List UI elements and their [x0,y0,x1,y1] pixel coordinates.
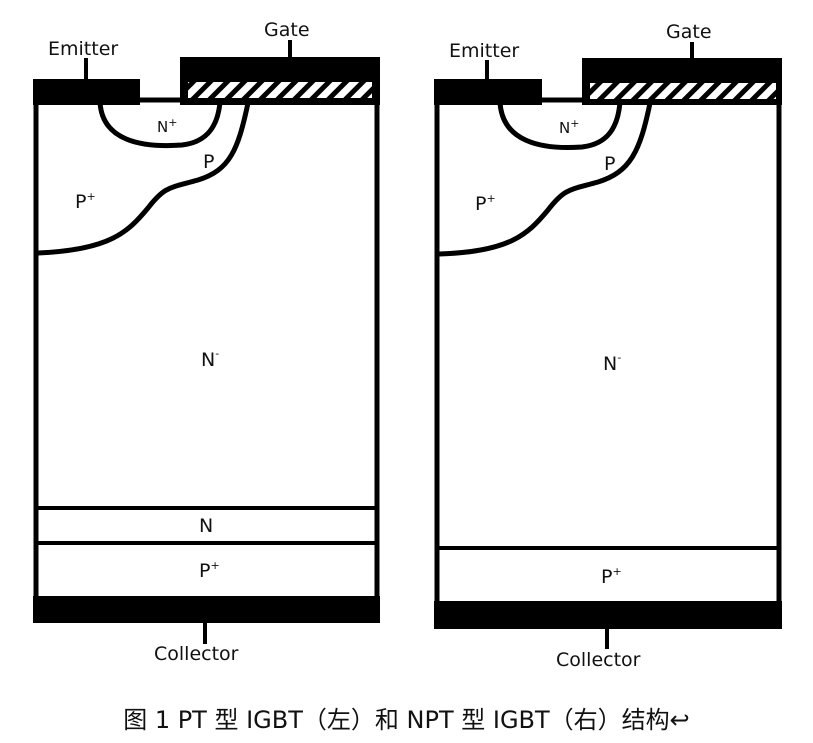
left-p-plus-bottom-label: P+ [199,559,220,582]
right-collector-label: Collector [556,649,641,671]
right-p-plus-label: P+ [475,192,496,215]
left-n-minus-label: N- [201,347,219,371]
left-emitter-metal [33,79,140,105]
left-device-body [33,97,380,623]
right-collector-metal [434,601,782,629]
right-gate-label: Gate [666,21,712,43]
left-gate-label: Gate [264,19,310,41]
right-device-body [434,97,782,628]
left-collector-label: Collector [154,643,239,665]
left-n-buffer-label: N [199,515,213,537]
left-n-plus-label: N+ [157,116,177,136]
right-p-label: P [604,153,615,175]
figure-caption: 图 1 PT 型 IGBT（左）和 NPT 型 IGBT（右）结构↩ [123,706,690,734]
right-n-plus-boundary [497,101,623,151]
left-p-well-boundary [37,102,251,256]
right-emitter-label: Emitter [449,40,519,62]
right-gate-oxide [590,83,776,99]
left-p-plus-label: P+ [75,190,96,213]
left-collector-metal [33,596,380,623]
pt-igbt-structure: Emitter Gate N+ P P+ N- N P+ Collector [33,19,380,665]
left-emitter-label: Emitter [48,38,118,60]
right-n-plus-label: N+ [559,117,579,137]
right-emitter-metal [434,79,542,105]
right-n-minus-label: N- [603,351,621,375]
left-p-label: P [203,151,214,173]
npt-igbt-structure: Emitter Gate N+ P P+ N- P+ Collector [434,21,782,671]
right-p-well-boundary [438,102,653,257]
left-gate-oxide [188,82,372,98]
right-p-plus-bottom-label: P+ [601,565,622,588]
left-n-plus-boundary [97,101,223,149]
